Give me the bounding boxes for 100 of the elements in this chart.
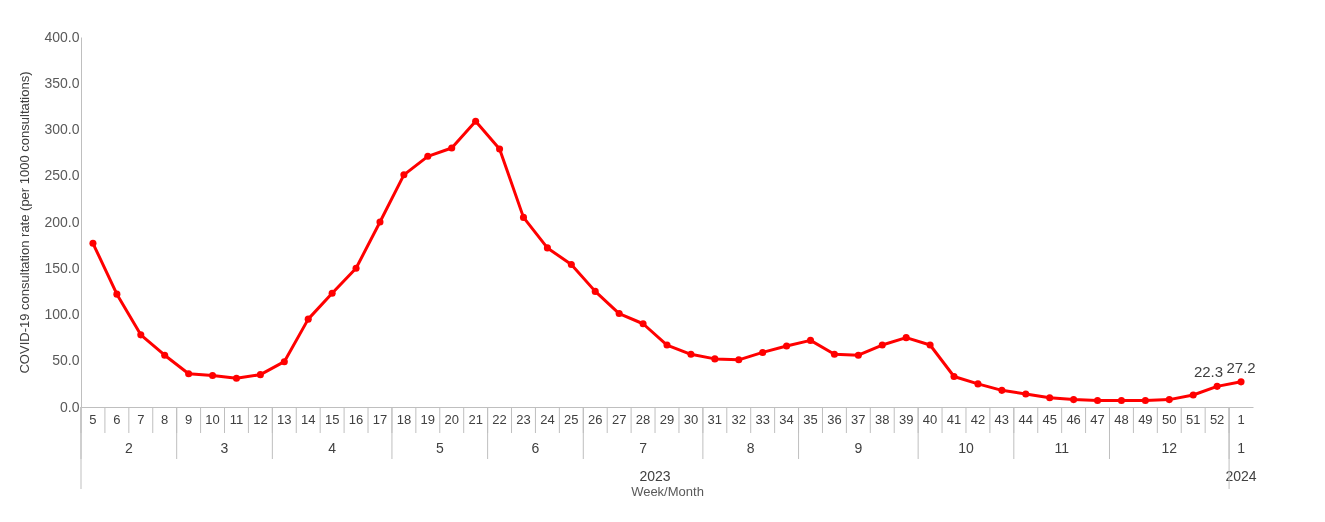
point: [1022, 390, 1030, 398]
point: [400, 171, 408, 179]
y-tick-label: 300.0: [44, 121, 80, 137]
text: 7: [639, 440, 648, 456]
y-tick-label: 150.0: [44, 259, 80, 276]
x-tick-label: 51: [1185, 412, 1201, 427]
x-tick-label: 31: [707, 412, 723, 427]
point: [1093, 397, 1102, 405]
x-tick-label: 12: [253, 412, 268, 427]
x-axis-title: Week/Month: [631, 484, 704, 499]
x-tick-label: 38: [875, 412, 890, 427]
point: [472, 117, 480, 125]
point: [806, 336, 815, 344]
x-tick-label: 1: [1237, 412, 1245, 427]
point: [1046, 394, 1054, 402]
point: [663, 341, 671, 349]
x-tick-label: 28: [635, 412, 651, 427]
x-tick-label: 8: [161, 412, 169, 427]
x-tick-label: 43: [994, 412, 1010, 427]
text: 8: [746, 440, 755, 456]
point: [1237, 378, 1245, 386]
point: [1189, 391, 1197, 399]
x-tick-label: 33: [755, 412, 770, 427]
text: 2024: [1225, 468, 1257, 484]
y-tick-label: 350.0: [44, 74, 80, 91]
x-tick-label: 26: [588, 412, 603, 427]
x-tick-label: 19: [420, 412, 436, 427]
y-tick-label: 250.0: [44, 167, 80, 184]
point: [998, 386, 1006, 394]
point: [591, 287, 599, 295]
point: [926, 341, 934, 349]
x-tick-label: 16: [348, 412, 364, 427]
x-tick-label: 15: [324, 412, 340, 427]
text: 6: [531, 440, 540, 456]
text: 11: [1054, 440, 1070, 456]
point: [1165, 396, 1173, 404]
x-tick-label: 49: [1138, 412, 1153, 427]
data-label: 27.2: [1226, 358, 1256, 376]
text: 12: [1161, 440, 1178, 456]
point: [1117, 397, 1125, 405]
point: [209, 372, 217, 380]
point: [687, 350, 695, 358]
x-tick-label: 21: [468, 412, 483, 427]
x-tick-label: 41: [946, 412, 962, 427]
x-tick-label: 44: [1018, 412, 1034, 427]
x-tick-label: 45: [1042, 412, 1057, 427]
text: 2: [124, 440, 133, 456]
point: [639, 320, 647, 328]
point: [89, 239, 97, 247]
x-tick-label: 39: [898, 412, 914, 427]
x-tick-label: 20: [444, 412, 459, 427]
point: [902, 334, 910, 342]
x-tick-label: 50: [1162, 412, 1177, 427]
x-tick-label: 13: [277, 412, 292, 427]
point: [256, 371, 264, 379]
point: [567, 261, 575, 269]
y-tick-label: 400.0: [44, 28, 80, 45]
x-tick-label: 22: [492, 412, 507, 427]
x-tick-label: 46: [1066, 412, 1081, 427]
data-label: 22.3: [1193, 363, 1224, 381]
x-tick-label: 25: [564, 412, 579, 427]
text: 4: [328, 440, 337, 456]
point: [496, 145, 504, 153]
text: 5: [435, 440, 444, 456]
x-tick-label: 29: [659, 412, 675, 427]
point: [519, 213, 528, 221]
text: 1: [1237, 440, 1246, 456]
point: [711, 355, 719, 363]
text: 9: [854, 440, 863, 456]
x-tick-label: 9: [185, 412, 193, 427]
point: [280, 358, 288, 366]
point: [615, 310, 623, 318]
x-tick-label: 35: [803, 412, 818, 427]
point: [185, 370, 193, 378]
point: [352, 264, 360, 272]
x-tick-label: 34: [779, 412, 794, 427]
point: [161, 351, 169, 359]
point: [854, 351, 862, 359]
point: [735, 356, 743, 364]
y-axis-title: COVID-19 consultation rate (per 1000 consultations): [17, 71, 33, 374]
x-tick-label: 42: [970, 412, 986, 427]
point: [328, 289, 336, 297]
y-tick-label: 50.0: [52, 352, 80, 369]
point: [113, 290, 121, 298]
point: [759, 348, 767, 356]
x-tick-label: 18: [396, 412, 412, 427]
point: [448, 144, 456, 152]
x-tick-label: 48: [1114, 412, 1129, 427]
point: [543, 244, 551, 252]
text: 3: [220, 440, 229, 456]
x-tick-label: 11: [229, 412, 244, 427]
point: [878, 341, 886, 349]
x-tick-label: 32: [731, 412, 746, 427]
x-tick-label: 47: [1090, 412, 1105, 427]
x-tick-label: 5: [89, 412, 97, 427]
point: [974, 380, 982, 388]
point: [1070, 396, 1078, 404]
point: [950, 372, 958, 380]
x-tick-label: 7: [137, 412, 145, 427]
point: [1141, 397, 1149, 405]
